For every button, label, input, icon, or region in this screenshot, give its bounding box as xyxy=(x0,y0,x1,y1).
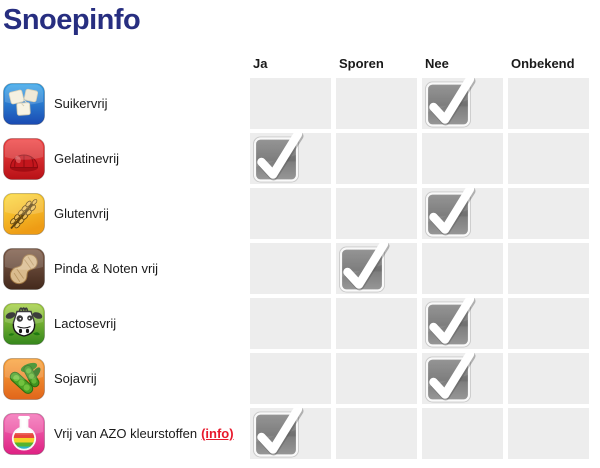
cow-icon xyxy=(3,302,45,345)
grid-cell-onbekend xyxy=(508,408,589,459)
row-label: Vrij van AZO kleurstoffen xyxy=(54,426,198,441)
column-header-ja: Ja xyxy=(253,56,268,71)
grid-cell-sporen xyxy=(336,239,417,294)
soy-pods-icon xyxy=(3,357,45,400)
checkmark-icon xyxy=(250,126,304,184)
grid-cell-sporen xyxy=(336,298,417,349)
grid-cell-nee xyxy=(422,294,503,349)
grid-cell-ja xyxy=(250,188,331,239)
grid-cell-onbekend xyxy=(508,243,589,294)
row-label: Glutenvrij xyxy=(54,206,109,221)
grid-cell-ja xyxy=(250,404,331,459)
row-label: Lactosevrij xyxy=(54,316,117,331)
grid-cell-onbekend xyxy=(508,188,589,239)
grid-cell-ja xyxy=(250,243,331,294)
checkmark-icon xyxy=(336,236,390,294)
jelly-icon xyxy=(3,137,45,180)
corner-spacer xyxy=(0,71,245,74)
grid-cell-nee xyxy=(422,184,503,239)
flask-icon xyxy=(3,412,45,455)
peanut-icon xyxy=(3,247,45,290)
row-header: Gelatinevrij xyxy=(0,133,245,184)
column-header-onbekend: Onbekend xyxy=(511,56,575,71)
checkmark-icon xyxy=(250,401,304,459)
checkmark-icon xyxy=(422,181,476,239)
info-link[interactable]: (info) xyxy=(201,426,234,441)
grid-cell-sporen xyxy=(336,78,417,129)
row-label: Sojavrij xyxy=(54,371,97,386)
grid-cell-ja xyxy=(250,353,331,404)
grid-cell-onbekend xyxy=(508,353,589,404)
row-header: Lactosevrij xyxy=(0,298,245,349)
row-header: Glutenvrij xyxy=(0,188,245,239)
grid-cell-nee xyxy=(422,133,503,184)
grid-cell-ja xyxy=(250,78,331,129)
grid-cell-nee xyxy=(422,243,503,294)
row-label: Suikervrij xyxy=(54,96,108,111)
grid-cell-onbekend xyxy=(508,78,589,129)
row-label: Pinda & Noten vrij xyxy=(54,261,159,276)
allergen-table: Ja Sporen Nee Onbekend Suikervrij Gelati… xyxy=(0,52,589,459)
page-title: Snoepinfo xyxy=(3,4,141,36)
checkmark-icon xyxy=(422,291,476,349)
column-header-nee: Nee xyxy=(425,56,449,71)
grid-cell-sporen xyxy=(336,133,417,184)
checkmark-icon xyxy=(422,346,476,404)
grid-cell-nee xyxy=(422,349,503,404)
checkmark-icon xyxy=(422,71,476,129)
row-header: Sojavrij xyxy=(0,353,245,404)
row-label: Gelatinevrij xyxy=(54,151,120,166)
row-header: Pinda & Noten vrij xyxy=(0,243,245,294)
grid-cell-nee xyxy=(422,74,503,129)
grid-cell-ja xyxy=(250,129,331,184)
row-header: Suikervrij xyxy=(0,78,245,129)
column-header-sporen: Sporen xyxy=(339,56,384,71)
sugar-cubes-icon xyxy=(3,82,45,125)
grid-cell-onbekend xyxy=(508,133,589,184)
grid-cell-onbekend xyxy=(508,298,589,349)
grid-cell-ja xyxy=(250,298,331,349)
grid-cell-sporen xyxy=(336,188,417,239)
grid-cell-sporen xyxy=(336,408,417,459)
row-header: Vrij van AZO kleurstoffen (info) xyxy=(0,408,245,459)
grid-cell-sporen xyxy=(336,353,417,404)
grid-cell-nee xyxy=(422,408,503,459)
wheat-ear-icon xyxy=(3,192,45,235)
